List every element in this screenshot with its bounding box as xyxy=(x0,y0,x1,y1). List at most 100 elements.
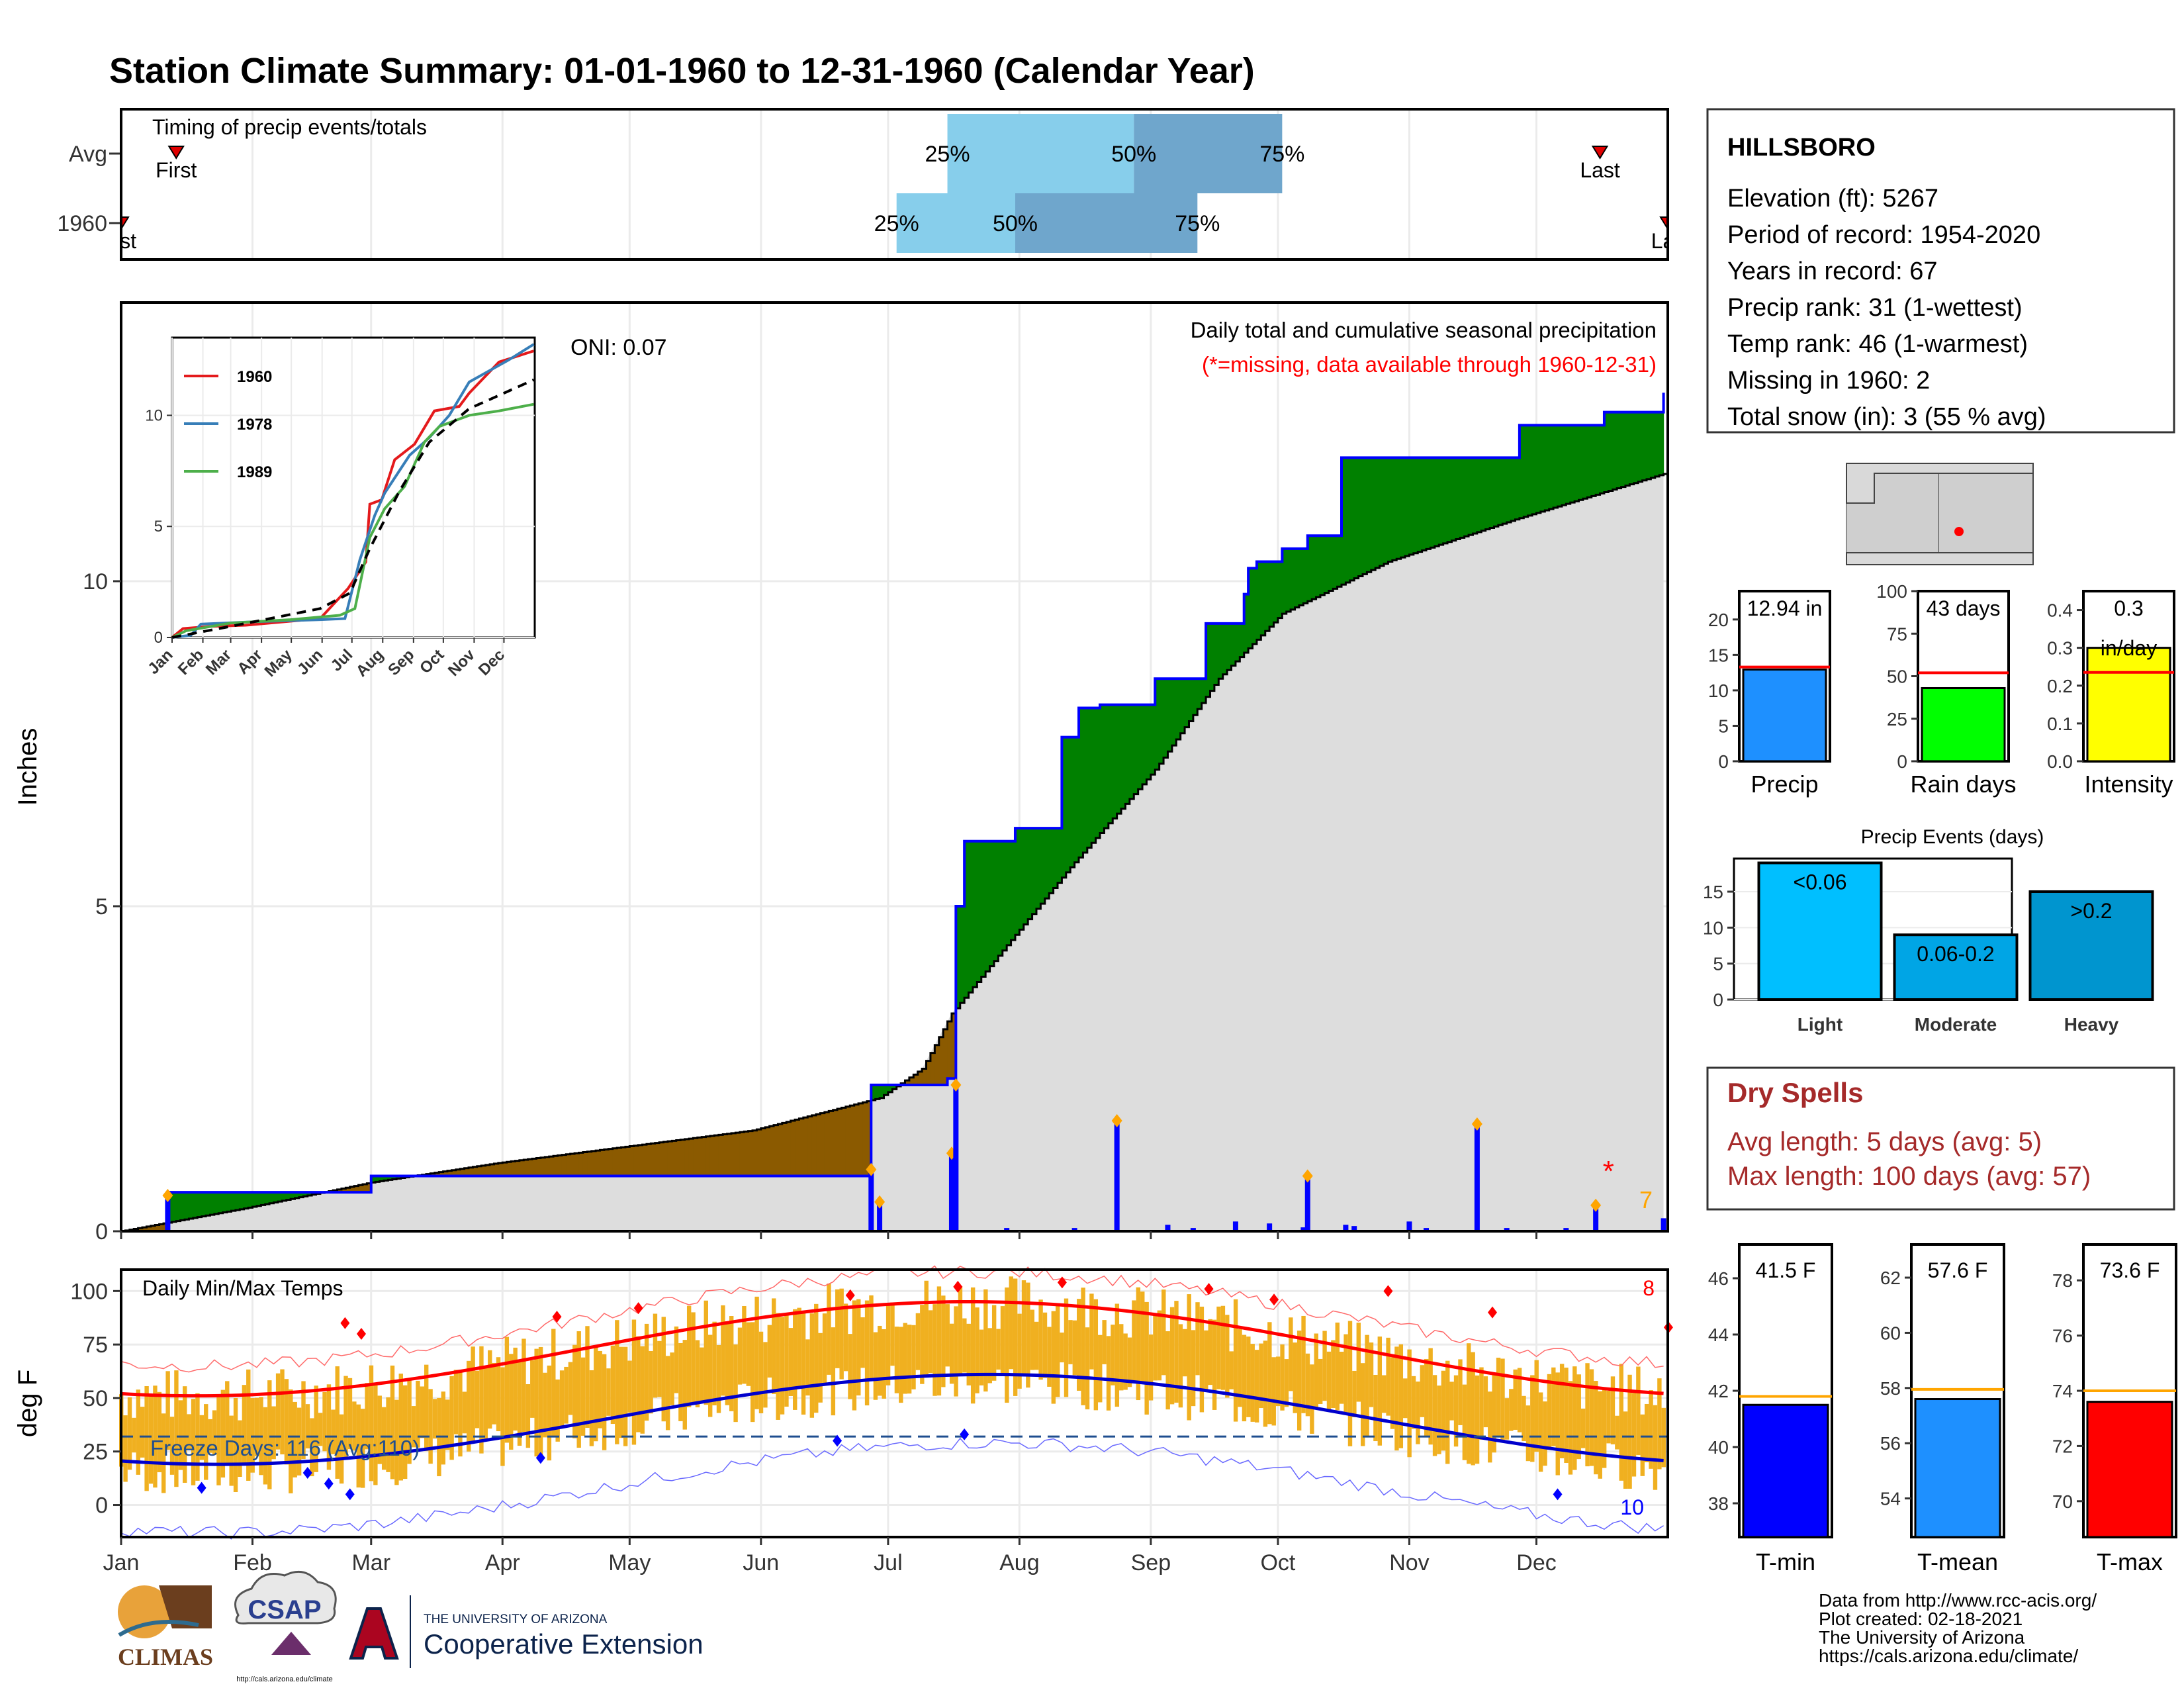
daily-temp-bar xyxy=(737,1327,743,1385)
daily-temp-bar xyxy=(1479,1367,1484,1440)
precip-diff-fill xyxy=(240,1192,245,1209)
first-label: First xyxy=(156,158,197,182)
daily-precip-bar xyxy=(1165,1225,1171,1231)
inset-ytick-label: 10 xyxy=(145,406,163,424)
events-bar-label: >0.2 xyxy=(2070,899,2112,923)
precip-diff-fill xyxy=(1655,412,1660,477)
footer-line: The University of Arizona xyxy=(1819,1627,2025,1648)
daily-temp-bar xyxy=(623,1346,628,1446)
daily-temp-bar xyxy=(500,1367,505,1466)
daily-temp-bar xyxy=(254,1397,259,1457)
daily-temp-bar xyxy=(407,1380,412,1464)
dry-max-line: Max length: 100 days (avg: 57) xyxy=(1727,1162,2091,1191)
daily-temp-bar xyxy=(704,1300,708,1405)
daily-temp-bar xyxy=(238,1420,242,1477)
precip-diff-fill xyxy=(1227,623,1232,671)
daily-temp-bar xyxy=(987,1328,992,1383)
precip-diff-fill xyxy=(1303,548,1308,604)
daily-temp-bar xyxy=(305,1404,310,1449)
daily-temp-bar xyxy=(933,1304,937,1396)
precip-diff-fill xyxy=(837,1109,842,1176)
daily-precip-bar xyxy=(1232,1221,1238,1231)
precip-diff-fill xyxy=(922,1068,927,1086)
precip-diff-fill xyxy=(1392,457,1397,561)
precip-diff-fill xyxy=(1455,457,1461,539)
daily-temp-bar xyxy=(1187,1294,1191,1421)
precip-diff-fill xyxy=(1201,679,1206,703)
precip-diff-fill xyxy=(578,1152,584,1176)
daily-temp-bar xyxy=(822,1313,827,1385)
precip-diff-fill xyxy=(1413,457,1418,553)
timing-bar-high xyxy=(1134,114,1283,193)
daily-temp-bar xyxy=(161,1413,166,1493)
precip-diff-fill xyxy=(600,1150,605,1176)
daily-temp-bar xyxy=(1246,1336,1251,1417)
precip-diff-fill xyxy=(1646,412,1651,479)
record-high-count: 8 xyxy=(1643,1276,1655,1300)
footer-line: https://cals.arizona.edu/climate/ xyxy=(1819,1646,2078,1666)
precip-diff-fill xyxy=(1011,841,1016,941)
daily-temp-bar xyxy=(1013,1278,1018,1396)
daily-temp-bar xyxy=(1238,1329,1242,1407)
precip-diff-fill xyxy=(977,841,982,982)
precip-diff-fill xyxy=(880,1085,885,1098)
daily-temp-bar xyxy=(1623,1411,1628,1489)
daily-temp-bar xyxy=(856,1299,861,1396)
precip-diff-fill xyxy=(1617,412,1622,489)
precip-diff-fill xyxy=(1252,568,1257,644)
daily-temp-bar xyxy=(649,1350,653,1414)
precip-diff-fill xyxy=(549,1156,554,1176)
daily-temp-bar xyxy=(949,1323,954,1384)
precip-diff-fill xyxy=(523,1159,529,1176)
tbar-T-mean xyxy=(1914,1398,2001,1538)
daily-temp-bar xyxy=(1165,1331,1170,1410)
daily-temp-bar xyxy=(1229,1351,1234,1389)
tbar-ytick-label: 72 xyxy=(2052,1436,2073,1456)
daily-temp-bar xyxy=(347,1378,353,1450)
daily-temp-bar xyxy=(1267,1322,1272,1425)
precip-diff-fill xyxy=(1053,828,1058,888)
daily-temp-bar xyxy=(1169,1307,1175,1405)
precip-diff-fill xyxy=(392,1176,397,1180)
daily-temp-bar xyxy=(136,1389,141,1475)
daily-temp-bar xyxy=(594,1347,598,1442)
daily-temp-bar xyxy=(386,1397,390,1472)
daily-temp-bar xyxy=(132,1417,136,1453)
precip-diff-fill xyxy=(1100,704,1105,833)
timing-p75: 75% xyxy=(1259,142,1304,167)
summary-value: 43 days xyxy=(1926,596,2000,620)
daily-temp-bar xyxy=(326,1384,332,1470)
precip-diff-fill xyxy=(807,1116,813,1176)
precip-diff-fill xyxy=(354,1186,359,1193)
snow-marker xyxy=(1590,1198,1602,1212)
precip-diff-fill xyxy=(206,1192,211,1216)
daily-temp-bar xyxy=(1598,1391,1602,1479)
summary-ytick-label: 15 xyxy=(1708,645,1729,665)
precip-diff-fill xyxy=(261,1192,266,1205)
daily-temp-bar xyxy=(517,1360,522,1446)
precip-diff-fill xyxy=(1095,708,1101,838)
record-high-marker xyxy=(953,1280,963,1293)
precip-diff-fill xyxy=(286,1192,291,1200)
tbar-ytick-label: 42 xyxy=(1708,1381,1729,1401)
tbar-ytick-label: 62 xyxy=(1880,1268,1901,1288)
last-label-1960: Last xyxy=(1651,229,1692,253)
daily-temp-bar xyxy=(1271,1357,1276,1426)
daily-temp-bar xyxy=(1356,1323,1361,1402)
precip-diff-fill xyxy=(1422,457,1427,551)
daily-temp-bar xyxy=(1449,1382,1454,1421)
precip-diff-fill xyxy=(244,1192,249,1209)
precip-diff-fill xyxy=(362,1184,367,1193)
daily-temp-bar xyxy=(1416,1382,1420,1444)
precip-diff-fill xyxy=(1384,457,1389,564)
precip-diff-fill xyxy=(1113,704,1118,819)
precip-diff-fill xyxy=(443,1171,448,1176)
precip-diff-fill xyxy=(917,1071,923,1086)
daily-temp-bar xyxy=(140,1407,145,1458)
precip-diff-fill xyxy=(298,1192,304,1197)
precip-diff-fill xyxy=(820,1113,825,1176)
precip-diff-fill xyxy=(536,1158,541,1176)
precip-diff-fill xyxy=(680,1139,686,1176)
daily-temp-bar xyxy=(1509,1389,1514,1431)
precip-diff-fill xyxy=(1312,536,1317,600)
